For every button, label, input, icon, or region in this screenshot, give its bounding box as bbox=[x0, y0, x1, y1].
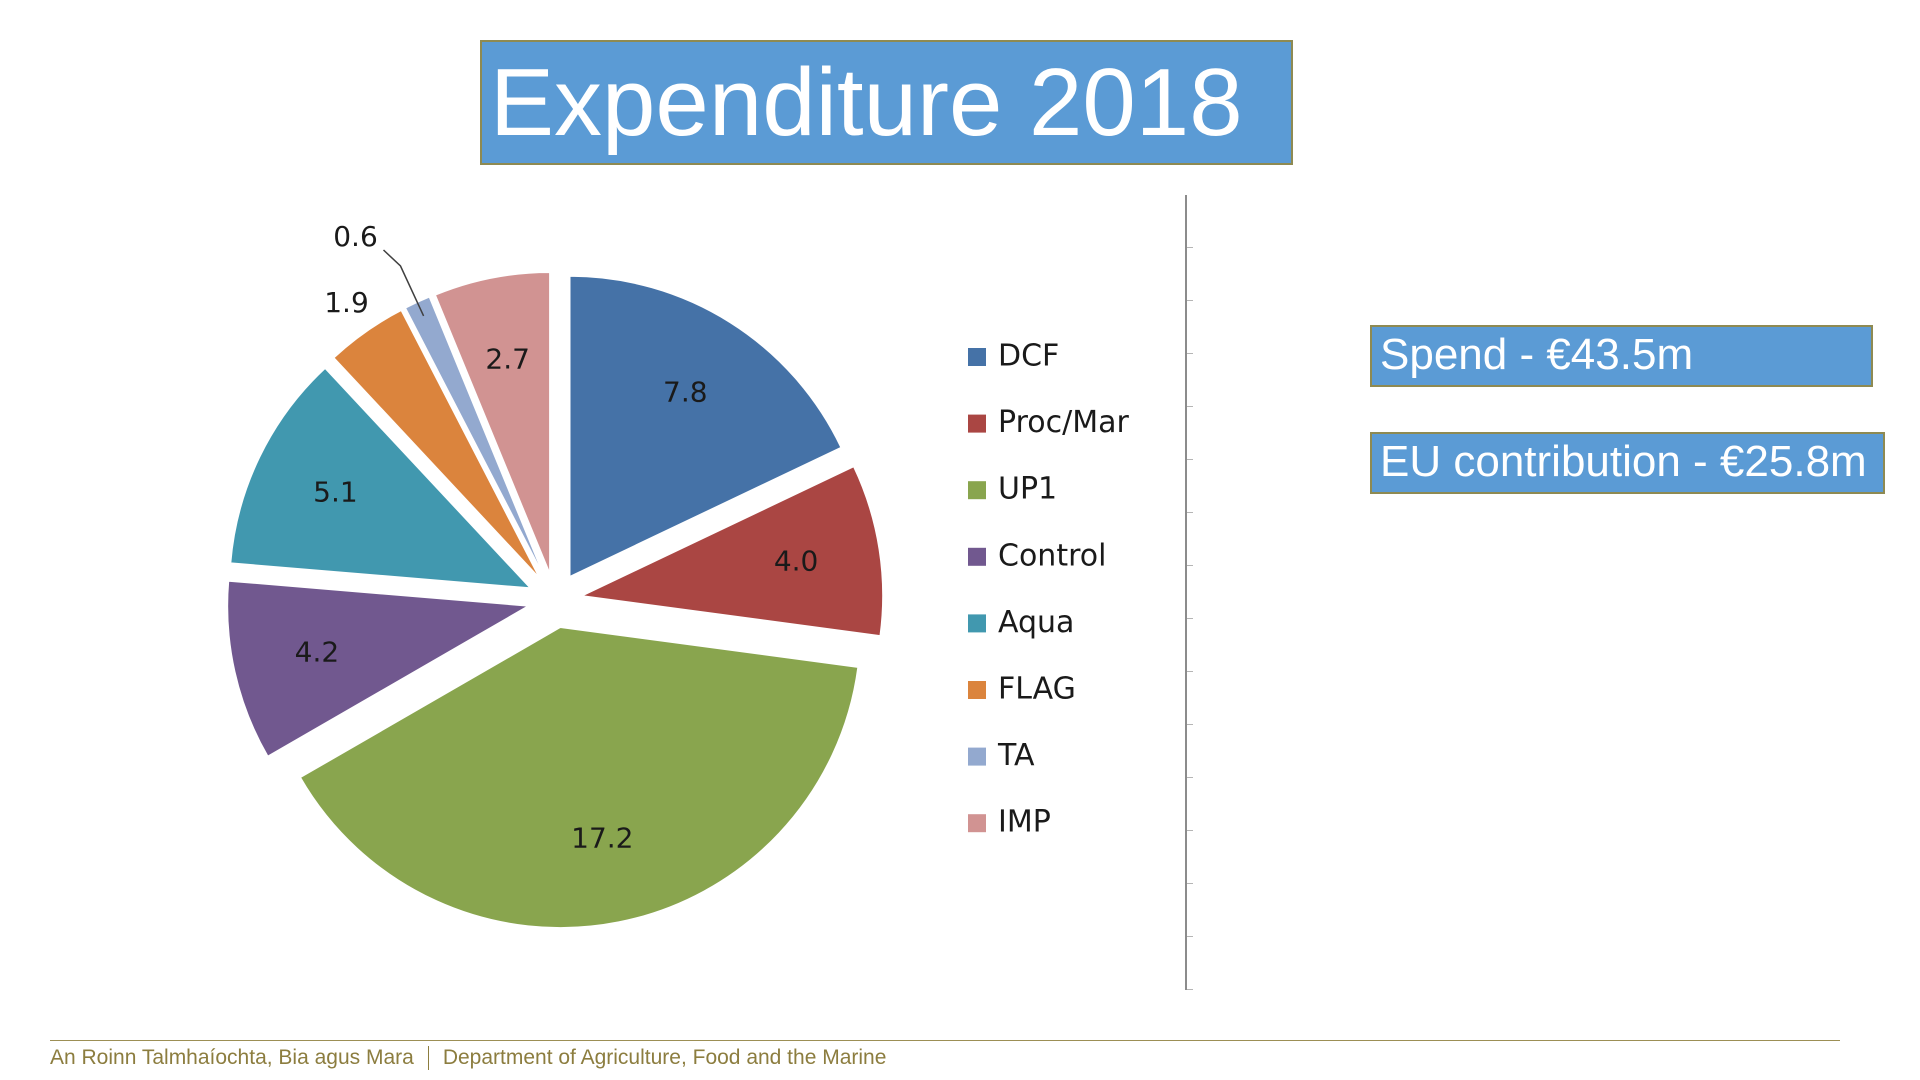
legend-swatch-aqua bbox=[968, 614, 986, 633]
leader-line-ta bbox=[382, 249, 425, 317]
pie-data-labels: 7.8 4.0 17.2 4.2 5.1 1.9 0.6 2.7 bbox=[295, 220, 819, 854]
legend-label-dcf: DCF bbox=[998, 339, 1059, 374]
pie-leader-lines bbox=[382, 249, 425, 317]
footer-rule bbox=[50, 1040, 1840, 1041]
legend-label-aqua: Aqua bbox=[998, 605, 1074, 640]
legend-label-up1: UP1 bbox=[998, 472, 1057, 507]
footer: An Roinn Talmhaíochta, Bia agus Mara Depa… bbox=[50, 1045, 886, 1071]
legend-swatch-ta bbox=[968, 747, 986, 766]
legend-swatch-flag bbox=[968, 681, 986, 699]
pie-slice-imp bbox=[434, 271, 551, 573]
divider-ticks bbox=[1187, 195, 1193, 990]
legend-label-proc-mar: Proc/Mar bbox=[998, 405, 1129, 440]
legend-swatch-up1 bbox=[968, 481, 986, 500]
footer-english-name: Department of Agriculture, Food and the … bbox=[442, 1046, 887, 1069]
pie-slice-flag bbox=[333, 309, 540, 578]
pie-slice-dcf bbox=[569, 275, 842, 578]
data-label-imp: 2.7 bbox=[485, 343, 530, 376]
data-label-aqua: 5.1 bbox=[313, 476, 358, 509]
legend-swatch-proc-mar bbox=[968, 414, 986, 433]
pie-slice-aqua bbox=[230, 367, 532, 589]
chart-legend: DCF Proc/Mar UP1 Control Aqua FLAG TA IMP bbox=[968, 339, 1129, 840]
eu-contribution-box: EU contribution - €25.8m bbox=[1370, 432, 1885, 494]
pie-slice-control bbox=[227, 580, 530, 757]
legend-label-imp: IMP bbox=[998, 805, 1051, 840]
pie-slices bbox=[227, 271, 884, 929]
legend-swatch-dcf bbox=[968, 348, 986, 366]
vertical-divider bbox=[1185, 195, 1187, 990]
pie-slice-up1 bbox=[299, 626, 859, 929]
footer-separator bbox=[427, 1046, 429, 1071]
data-label-control: 4.2 bbox=[295, 635, 340, 668]
pie-slice-proc-mar bbox=[580, 466, 884, 637]
data-label-flag: 1.9 bbox=[324, 286, 369, 319]
data-label-proc-mar: 4.0 bbox=[774, 544, 819, 577]
spend-box: Spend - €43.5m bbox=[1370, 325, 1873, 387]
data-label-up1: 17.2 bbox=[571, 821, 633, 854]
footer-irish-name: An Roinn Talmhaíochta, Bia agus Mara bbox=[50, 1046, 414, 1069]
data-label-dcf: 7.8 bbox=[663, 376, 708, 409]
slide-title: Expenditure 2018 bbox=[480, 40, 1293, 165]
legend-swatch-control bbox=[968, 547, 986, 566]
legend-label-flag: FLAG bbox=[998, 672, 1076, 707]
legend-label-control: Control bbox=[998, 538, 1106, 573]
legend-label-ta: TA bbox=[997, 738, 1035, 773]
legend-swatch-imp bbox=[968, 814, 986, 833]
data-label-ta: 0.6 bbox=[333, 220, 378, 253]
